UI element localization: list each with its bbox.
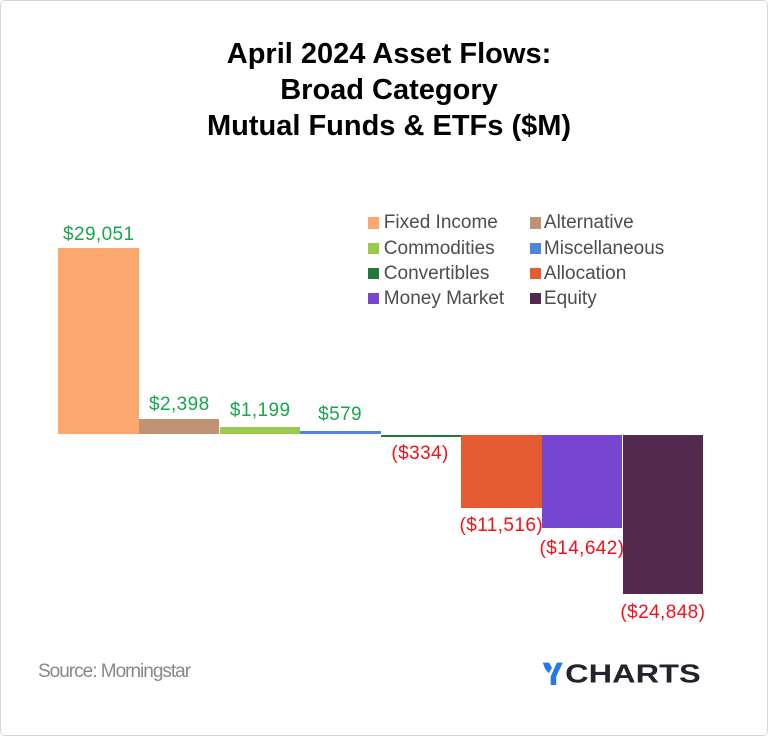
svg-text:CHARTS: CHARTS	[565, 661, 701, 688]
